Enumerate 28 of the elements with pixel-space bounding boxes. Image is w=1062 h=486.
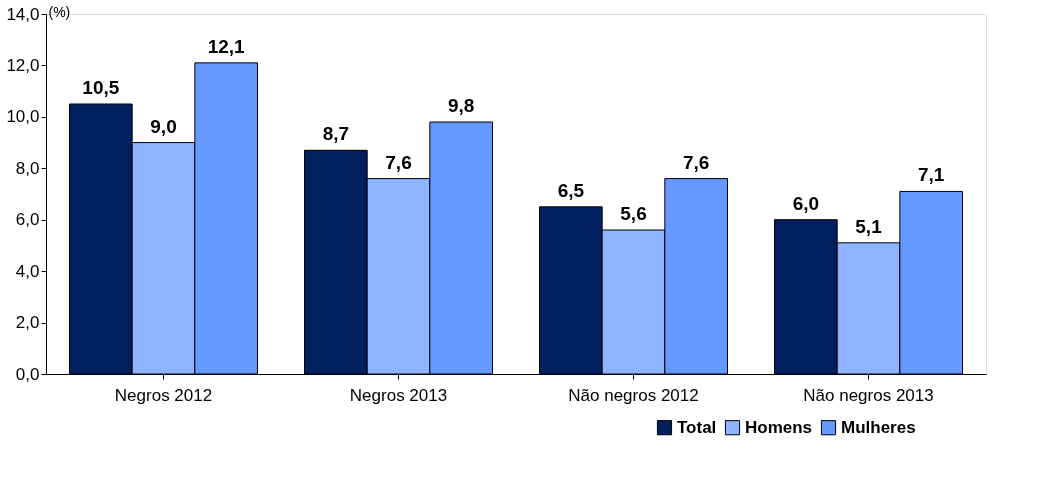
data-label: 5,1: [855, 215, 883, 237]
x-tick-label: Não negros 2013: [803, 385, 934, 405]
x-tick-label: Negros 2013: [349, 385, 448, 405]
y-tick-label: 14,0: [6, 4, 40, 24]
y-axis-title: (%): [48, 3, 71, 20]
data-label: 12,1: [207, 35, 246, 57]
x-tick-label: Negros 2012: [114, 385, 213, 405]
data-label: 9,0: [150, 115, 177, 137]
y-tick-label: 2,0: [15, 313, 40, 333]
data-label: 8,7: [322, 123, 350, 145]
y-tick-label: 4,0: [15, 261, 40, 281]
data-label: 7,6: [682, 151, 710, 173]
y-tick-label: 8,0: [15, 158, 40, 178]
legend-label: Homens: [745, 417, 813, 437]
data-label: 6,0: [792, 192, 820, 214]
y-tick-label: 6,0: [15, 210, 40, 230]
data-label: 10,5: [82, 77, 120, 98]
legend-label: Mulheres: [841, 417, 916, 437]
data-label: 6,5: [557, 179, 585, 201]
y-tick-label: 12,0: [6, 55, 40, 75]
y-tick-label: 0,0: [15, 364, 40, 384]
data-label: 5,6: [620, 203, 647, 224]
data-label: 9,8: [447, 95, 475, 116]
data-label: 7,6: [385, 151, 412, 173]
y-tick-label: 10,0: [6, 107, 40, 127]
x-tick-label: Não negros 2012: [568, 385, 699, 405]
legend-label: Total: [677, 417, 717, 437]
data-label: 7,1: [917, 164, 945, 186]
